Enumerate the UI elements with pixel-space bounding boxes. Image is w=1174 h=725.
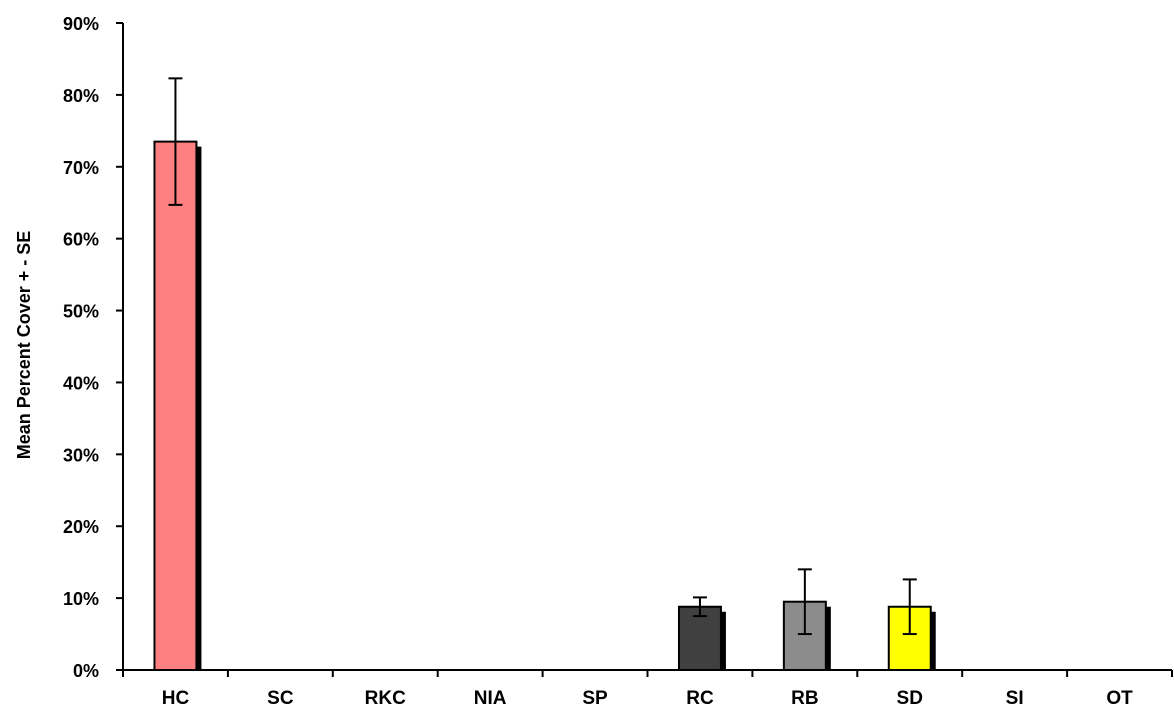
y-tick-label: 50% <box>63 302 99 322</box>
x-tick-label: SI <box>1006 688 1024 709</box>
y-tick-label: 0% <box>73 661 99 681</box>
x-tick-label: SD <box>897 688 923 709</box>
x-tick-label: RKC <box>365 688 406 709</box>
x-tick-label: RB <box>791 688 818 709</box>
y-tick-label: 10% <box>63 589 99 609</box>
x-tick-label: SC <box>267 688 294 709</box>
y-tick-label: 80% <box>63 86 99 106</box>
y-tick-label: 70% <box>63 158 99 178</box>
y-tick-label: 40% <box>63 373 99 393</box>
x-tick-label: RC <box>686 688 714 709</box>
y-axis-title: Mean Percent Cover + - SE <box>14 231 34 460</box>
ticks-layer: 0% 10% 20% 30% 40% 50% 60% 70% 80% 90% HC SC RKC NIA S… <box>63 14 1173 709</box>
bars-layer <box>153 77 936 672</box>
y-tick-label: 20% <box>63 517 99 537</box>
y-tick-label: 30% <box>63 445 99 465</box>
x-tick-label: HC <box>162 688 190 709</box>
bar-hc <box>153 140 198 672</box>
y-tick-label: 90% <box>63 14 99 34</box>
x-tick-label: NIA <box>474 688 507 709</box>
x-tick-label: OT <box>1106 688 1133 709</box>
y-tick-label: 60% <box>63 230 99 250</box>
axes-layer <box>122 23 1172 671</box>
x-tick-label: SP <box>582 688 608 709</box>
